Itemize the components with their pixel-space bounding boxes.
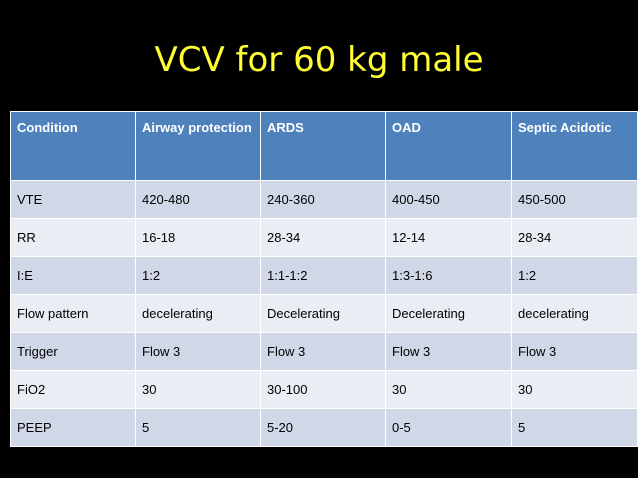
table-cell: VTE <box>10 180 136 219</box>
table-header-row: Condition Airway protection ARDS OAD Sep… <box>10 111 638 181</box>
table-cell: FiO2 <box>10 370 136 409</box>
table-cell: 450-500 <box>511 180 638 219</box>
table-row: PEEP 5 5-20 0-5 5 <box>10 408 638 447</box>
table-cell: 400-450 <box>385 180 512 219</box>
table-cell: Decelerating <box>385 294 512 333</box>
table-cell: 1:2 <box>135 256 261 295</box>
header-airway-protection: Airway protection <box>135 111 261 181</box>
table-cell: Flow pattern <box>10 294 136 333</box>
table-row: I:E 1:2 1:1-1:2 1:3-1:6 1:2 <box>10 256 638 295</box>
table-cell: RR <box>10 218 136 257</box>
table-cell: 5 <box>135 408 261 447</box>
table-row: VTE 420-480 240-360 400-450 450-500 <box>10 180 638 219</box>
table-cell: Decelerating <box>260 294 386 333</box>
table-cell: decelerating <box>511 294 638 333</box>
slide-title: VCV for 60 kg male <box>154 40 484 80</box>
table-row: RR 16-18 28-34 12-14 28-34 <box>10 218 638 257</box>
table-cell: Flow 3 <box>385 332 512 371</box>
table-cell: Flow 3 <box>135 332 261 371</box>
table-cell: 16-18 <box>135 218 261 257</box>
table-cell: 30 <box>511 370 638 409</box>
header-condition: Condition <box>10 111 136 181</box>
table-cell: PEEP <box>10 408 136 447</box>
table-cell: Flow 3 <box>511 332 638 371</box>
header-oad: OAD <box>385 111 512 181</box>
table-cell: 5-20 <box>260 408 386 447</box>
table-cell: 1:1-1:2 <box>260 256 386 295</box>
table-cell: 1:3-1:6 <box>385 256 512 295</box>
table-cell: 1:2 <box>511 256 638 295</box>
table-cell: 240-360 <box>260 180 386 219</box>
table-cell: 420-480 <box>135 180 261 219</box>
table-cell: Trigger <box>10 332 136 371</box>
header-septic-acidotic: Septic Acidotic <box>511 111 638 181</box>
table-row: Flow pattern decelerating Decelerating D… <box>10 294 638 333</box>
table-cell: 30-100 <box>260 370 386 409</box>
table-cell: I:E <box>10 256 136 295</box>
table-row: FiO2 30 30-100 30 30 <box>10 370 638 409</box>
table-cell: 28-34 <box>511 218 638 257</box>
table-cell: decelerating <box>135 294 261 333</box>
table-cell: 5 <box>511 408 638 447</box>
table-cell: 12-14 <box>385 218 512 257</box>
header-ards: ARDS <box>260 111 386 181</box>
table-cell: 28-34 <box>260 218 386 257</box>
table-cell: 30 <box>385 370 512 409</box>
table-row: Trigger Flow 3 Flow 3 Flow 3 Flow 3 <box>10 332 638 371</box>
ventilation-table: Condition Airway protection ARDS OAD Sep… <box>10 111 638 447</box>
table-cell: 0-5 <box>385 408 512 447</box>
table-cell: 30 <box>135 370 261 409</box>
table-cell: Flow 3 <box>260 332 386 371</box>
